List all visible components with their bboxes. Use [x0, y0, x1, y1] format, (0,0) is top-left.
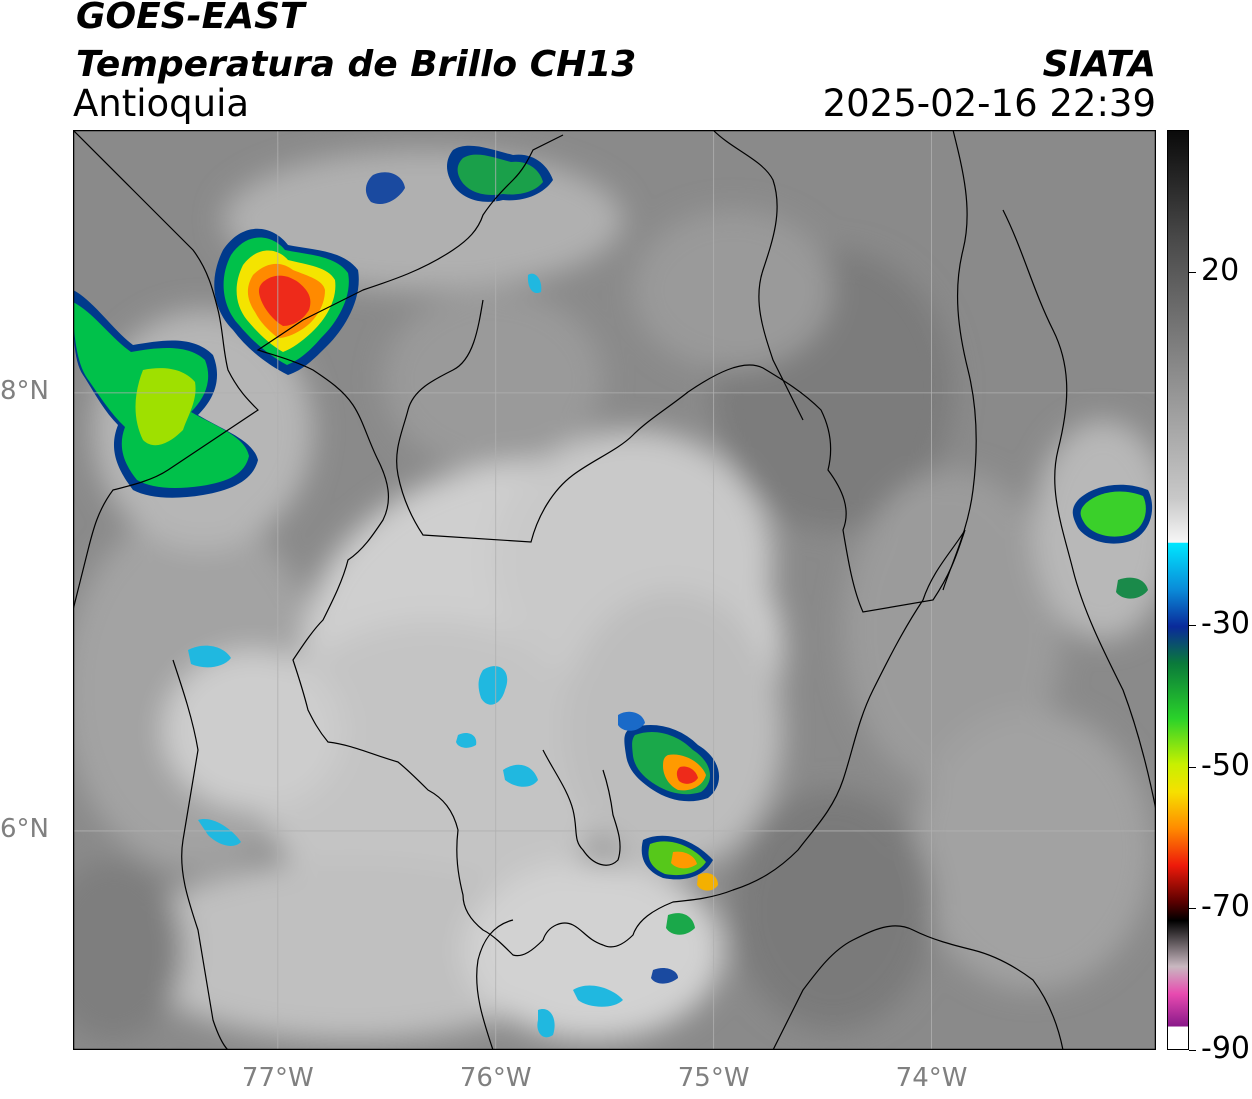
department-border-east [712, 130, 804, 421]
river-magdalena [1002, 209, 1156, 811]
satellite-map [73, 130, 1156, 1050]
title-product: Temperatura de Brillo CH13 [76, 44, 637, 85]
convective-clouds [73, 145, 1153, 1038]
longitude-label: 75°W [677, 1063, 750, 1093]
colorbar-tick [1189, 271, 1196, 273]
cloud-cell-central-south [618, 711, 720, 984]
colorbar-tick [1189, 766, 1196, 768]
cloud-cell-west [73, 290, 258, 498]
department-border-southwest [476, 919, 514, 1050]
colorbar [1167, 130, 1189, 1050]
colorbar-tick-label: -50 [1201, 747, 1250, 783]
temperature-field [73, 130, 1156, 1050]
cloud-cell-east [1072, 484, 1153, 599]
municipal-lines-central [542, 749, 621, 866]
colorbar-tick-label: 20 [1201, 252, 1240, 288]
antioquia-boundary [256, 134, 966, 957]
title-organization: SIATA [1042, 44, 1156, 85]
colorbar-tick-label: -70 [1201, 889, 1250, 925]
colorbar-tick-label: -30 [1201, 606, 1250, 642]
longitude-label: 76°W [459, 1063, 532, 1093]
colorbar-tick [1189, 908, 1196, 910]
political-boundaries [73, 130, 1156, 1050]
title-region: Antioquia [73, 82, 250, 125]
colorbar-tick [1189, 1050, 1196, 1051]
colorbar-tick [1189, 625, 1196, 627]
cloud-cell-northwest-large [214, 228, 359, 375]
department-border-far-east [942, 130, 977, 591]
latitude-label: 6°N [0, 813, 49, 844]
latitude-label: 8°N [0, 375, 49, 406]
longitude-label: 77°W [241, 1063, 314, 1093]
coastline-south [172, 659, 229, 1050]
coastline [73, 130, 259, 611]
cloud-cell-north [365, 145, 553, 205]
title-datetime: 2025-02-16 22:39 [822, 82, 1156, 125]
colorbar-tick-label: -90 [1201, 1031, 1250, 1066]
title-satellite: GOES-EAST [76, 0, 305, 37]
department-border-south [772, 925, 1064, 1050]
cloud-cell-small-cyan [188, 273, 623, 1038]
longitude-label: 74°W [895, 1063, 968, 1093]
